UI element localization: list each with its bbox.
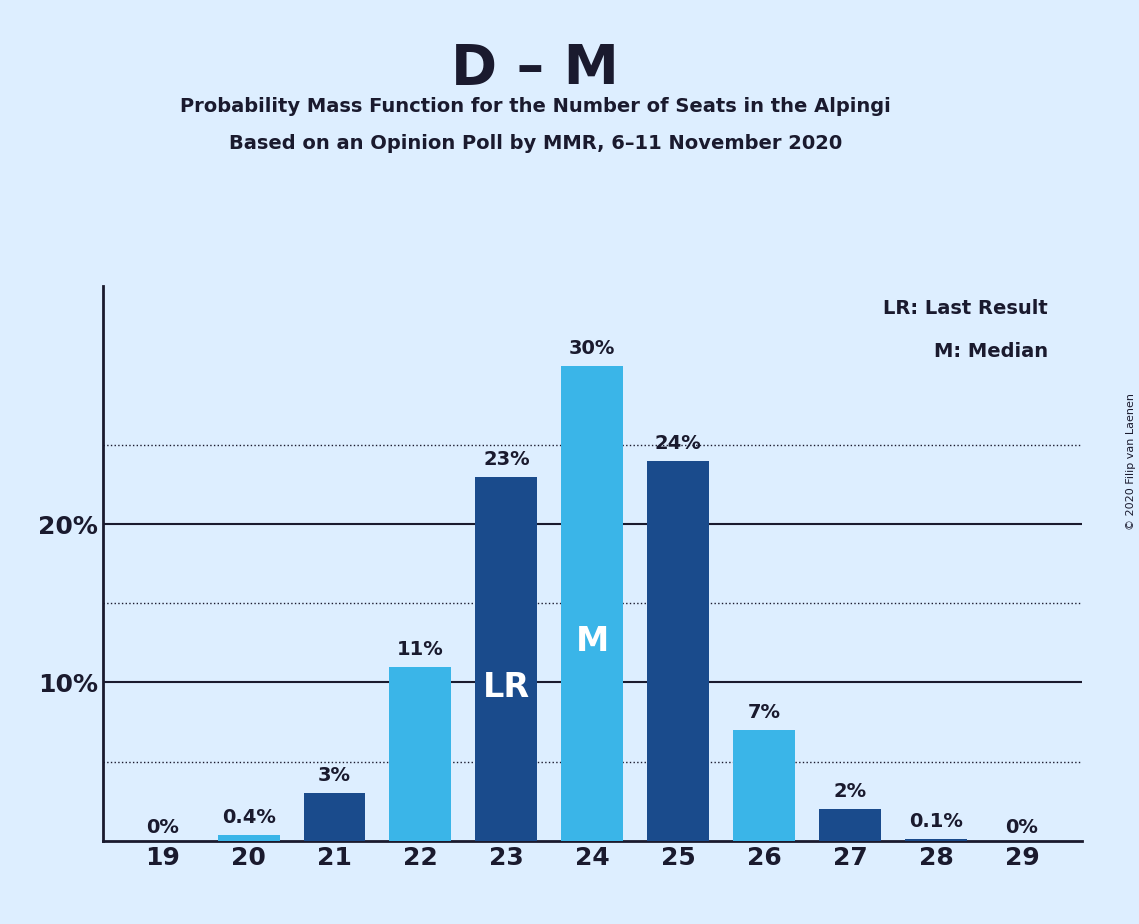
Text: 23%: 23% [483,450,530,468]
Text: © 2020 Filip van Laenen: © 2020 Filip van Laenen [1126,394,1136,530]
Text: 0.4%: 0.4% [222,808,276,827]
Text: LR: Last Result: LR: Last Result [883,299,1048,318]
Bar [647,461,710,841]
Text: LR: LR [483,672,530,704]
Bar [218,834,279,841]
Bar [734,730,795,841]
Bar [475,477,538,841]
Text: 0%: 0% [1006,818,1039,837]
Text: 24%: 24% [655,433,702,453]
Text: M: M [575,625,609,658]
Text: 2%: 2% [834,783,867,801]
Bar [304,794,366,841]
Text: Based on an Opinion Poll by MMR, 6–11 November 2020: Based on an Opinion Poll by MMR, 6–11 No… [229,134,842,153]
Bar [906,839,967,841]
Bar [390,666,451,841]
Bar [819,809,880,841]
Bar [562,366,623,841]
Text: D – M: D – M [451,42,620,95]
Text: 0.1%: 0.1% [909,812,962,832]
Text: Probability Mass Function for the Number of Seats in the Alpingi: Probability Mass Function for the Number… [180,97,891,116]
Text: 30%: 30% [570,339,615,358]
Text: 11%: 11% [398,639,444,659]
Text: 3%: 3% [318,766,351,785]
Text: 7%: 7% [747,703,780,722]
Text: 0%: 0% [146,818,179,837]
Text: M: Median: M: Median [934,342,1048,361]
